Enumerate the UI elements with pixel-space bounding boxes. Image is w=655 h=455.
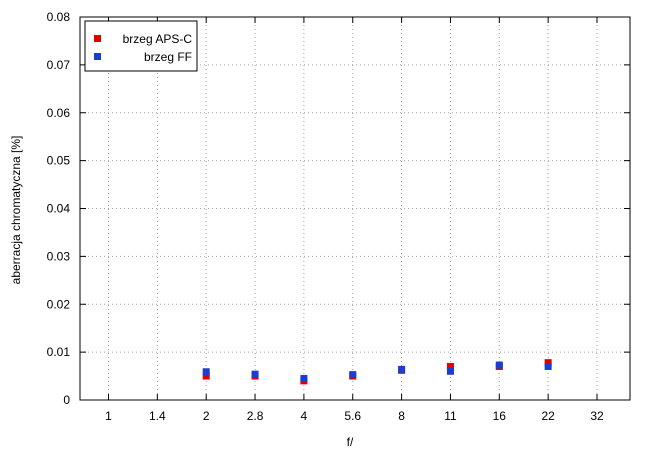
y-tick-label: 0.05 bbox=[47, 154, 71, 168]
x-axis-label: f/ bbox=[347, 435, 354, 449]
plot-frame bbox=[79, 16, 631, 401]
y-tick-label: 0.04 bbox=[47, 202, 71, 216]
x-tick-label: 2.8 bbox=[247, 409, 264, 423]
legend-label-aps-c: brzeg APS-C bbox=[123, 32, 193, 46]
legend-label-ff: brzeg FF bbox=[144, 50, 192, 64]
ticks-layer bbox=[80, 16, 630, 401]
y-tick-label: 0.01 bbox=[47, 345, 71, 359]
y-tick-label: 0.08 bbox=[47, 10, 71, 24]
x-tick-label: 22 bbox=[541, 409, 555, 423]
data-point-ff bbox=[544, 362, 552, 370]
data-point-aps-c bbox=[202, 372, 210, 380]
x-tick-label: 1.4 bbox=[149, 409, 166, 423]
data-point-aps-c bbox=[544, 359, 552, 367]
points-layer bbox=[202, 359, 552, 385]
data-point-ff bbox=[202, 368, 210, 376]
y-tick-label: 0.03 bbox=[47, 249, 71, 263]
y-tick-label: 0.02 bbox=[47, 297, 71, 311]
x-tick-label: 16 bbox=[493, 409, 507, 423]
y-axis-label: aberracja chromatyczna [%] bbox=[9, 136, 23, 285]
x-tick-label: 4 bbox=[301, 409, 308, 423]
legend-marker-ff bbox=[94, 53, 101, 60]
x-tick-label: 32 bbox=[590, 409, 604, 423]
x-tick-label: 2 bbox=[203, 409, 210, 423]
data-point-ff bbox=[349, 371, 357, 379]
legend-marker-aps-c bbox=[94, 35, 101, 42]
grid-layer bbox=[80, 17, 630, 400]
data-point-aps-c bbox=[446, 362, 454, 370]
labels-layer: 0 0.01 0.02 0.03 0.04 0.05 0.06 0.07 0.08 1 1.4 2 2.… bbox=[47, 10, 604, 423]
data-point-ff bbox=[251, 370, 259, 378]
data-point-ff bbox=[300, 374, 308, 382]
legend: brzeg APS-C brzeg FF bbox=[84, 20, 198, 72]
y-tick-label: 0 bbox=[63, 393, 70, 407]
x-tick-label: 1 bbox=[105, 409, 112, 423]
y-tick-label: 0.06 bbox=[47, 106, 71, 120]
legend-box bbox=[84, 20, 198, 72]
x-tick-label: 11 bbox=[444, 409, 457, 423]
data-point-ff bbox=[495, 361, 503, 369]
x-tick-label: 5.6 bbox=[344, 409, 361, 423]
data-point-ff bbox=[446, 367, 454, 375]
x-tick-label: 8 bbox=[398, 409, 405, 423]
data-point-ff bbox=[398, 365, 406, 373]
y-tick-label: 0.07 bbox=[47, 58, 71, 72]
